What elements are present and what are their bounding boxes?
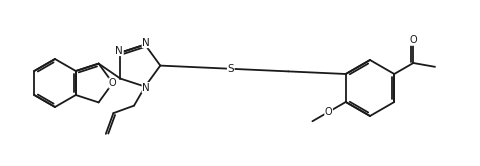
Text: O: O — [109, 78, 117, 88]
Text: N: N — [116, 46, 123, 56]
Text: S: S — [228, 64, 234, 74]
Text: N: N — [142, 83, 150, 93]
Text: O: O — [409, 35, 417, 45]
Text: O: O — [325, 107, 333, 117]
Text: N: N — [142, 38, 150, 48]
